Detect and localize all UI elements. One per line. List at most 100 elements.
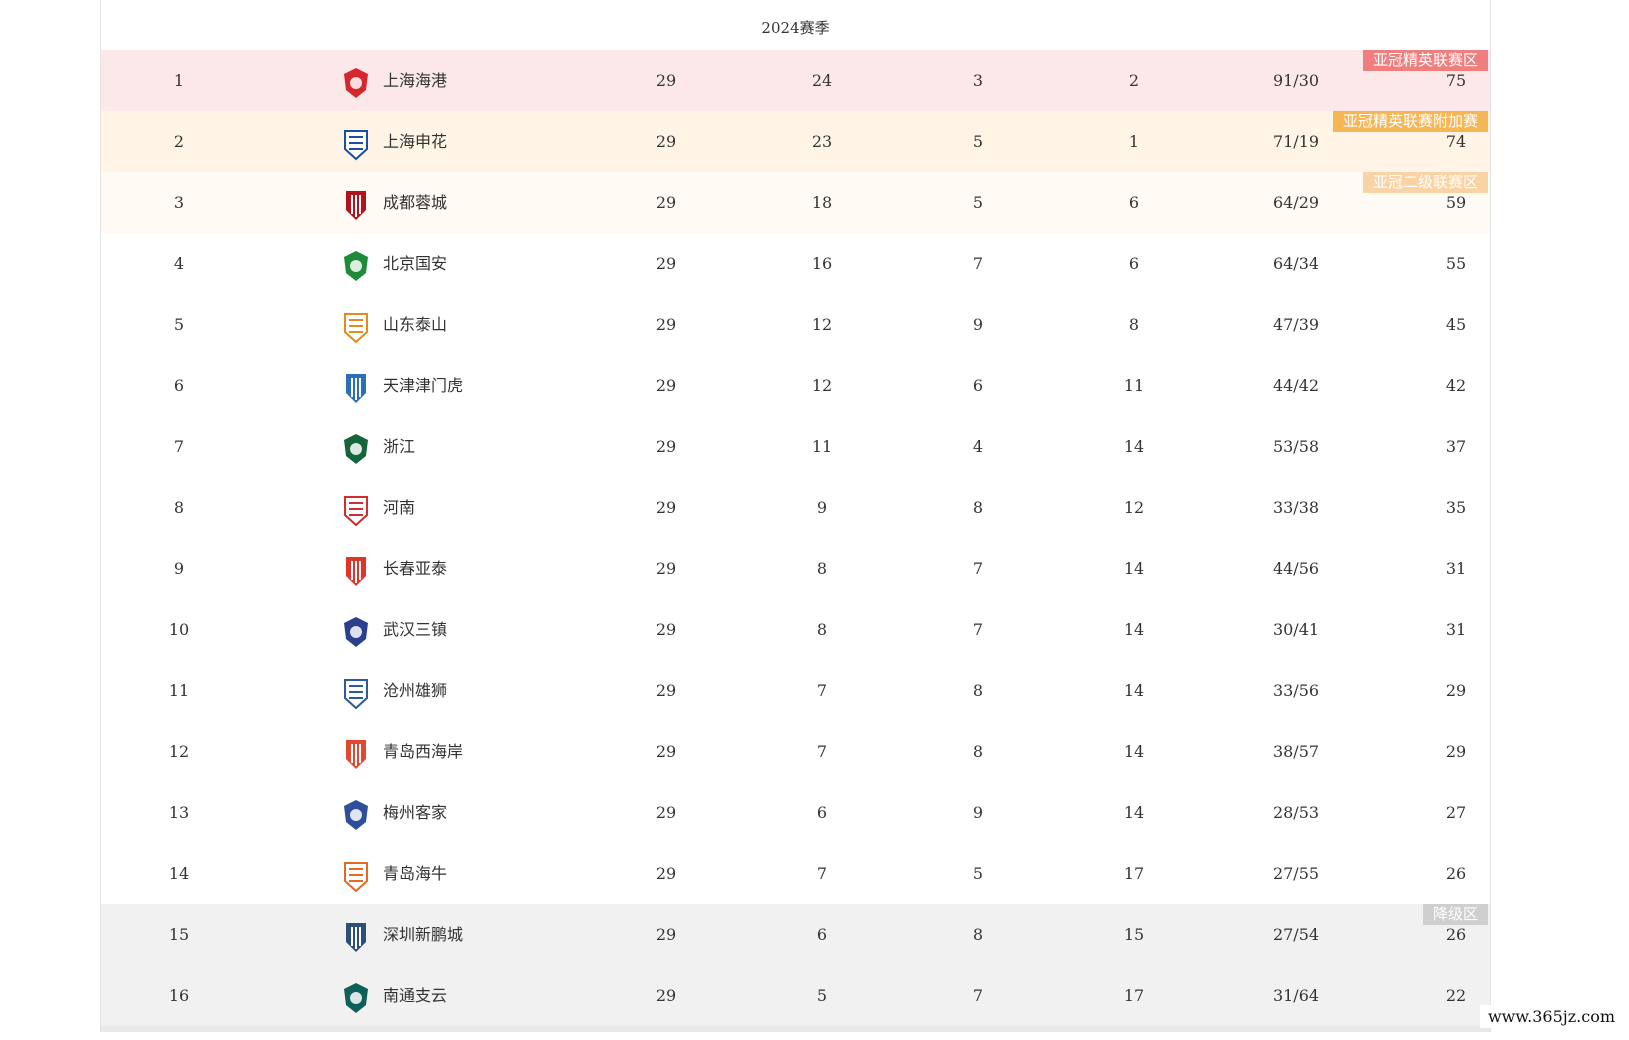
draw-cell: 7 (943, 599, 1013, 660)
points-cell: 42 (1406, 355, 1506, 416)
loss-cell: 14 (1099, 782, 1169, 843)
loss-cell: 12 (1099, 477, 1169, 538)
team-cell[interactable]: 上海海港 (341, 50, 601, 111)
played-cell: 29 (631, 782, 701, 843)
team-cell[interactable]: 青岛海牛 (341, 843, 601, 904)
draw-cell: 8 (943, 660, 1013, 721)
cangzhou-lions-logo (341, 674, 371, 708)
zone-badge: 亚冠精英联赛附加赛 (1333, 111, 1488, 132)
win-cell: 18 (787, 172, 857, 233)
nantong-zhiyun-logo (341, 979, 371, 1013)
rank-cell: 1 (129, 50, 229, 111)
qingdao-west-coast-logo (341, 735, 371, 769)
goals-cell: 31/64 (1246, 965, 1346, 1026)
team-cell[interactable]: 深圳新鹏城 (341, 904, 601, 965)
goals-cell: 38/57 (1246, 721, 1346, 782)
points-cell: 27 (1406, 782, 1506, 843)
win-cell: 7 (787, 721, 857, 782)
points-cell: 29 (1406, 721, 1506, 782)
draw-cell: 8 (943, 904, 1013, 965)
team-name[interactable]: 山东泰山 (383, 294, 447, 355)
team-cell[interactable]: 天津津门虎 (341, 355, 601, 416)
team-name[interactable]: 天津津门虎 (383, 355, 463, 416)
win-cell: 8 (787, 599, 857, 660)
team-cell[interactable]: 梅州客家 (341, 782, 601, 843)
goals-cell: 27/54 (1246, 904, 1346, 965)
goals-cell: 71/19 (1246, 111, 1346, 172)
draw-cell: 8 (943, 721, 1013, 782)
rank-cell: 10 (129, 599, 229, 660)
loss-cell: 6 (1099, 233, 1169, 294)
team-name[interactable]: 梅州客家 (383, 782, 447, 843)
draw-cell: 9 (943, 782, 1013, 843)
team-cell[interactable]: 北京国安 (341, 233, 601, 294)
zhejiang-logo (341, 430, 371, 464)
zone-badge: 降级区 (1423, 904, 1488, 925)
team-cell[interactable]: 河南 (341, 477, 601, 538)
team-name[interactable]: 武汉三镇 (383, 599, 447, 660)
team-name[interactable]: 成都蓉城 (383, 172, 447, 233)
team-cell[interactable]: 长春亚泰 (341, 538, 601, 599)
team-name[interactable]: 南通支云 (383, 965, 447, 1026)
qingdao-hainiu-logo (341, 857, 371, 891)
played-cell: 29 (631, 965, 701, 1026)
draw-cell: 9 (943, 294, 1013, 355)
points-cell: 35 (1406, 477, 1506, 538)
loss-cell: 14 (1099, 721, 1169, 782)
beijing-guoan-logo (341, 247, 371, 281)
goals-cell: 44/56 (1246, 538, 1346, 599)
shenzhen-peng-city-logo (341, 918, 371, 952)
team-name[interactable]: 长春亚泰 (383, 538, 447, 599)
team-name[interactable]: 深圳新鹏城 (383, 904, 463, 965)
zone-badge: 亚冠二级联赛区 (1363, 172, 1488, 193)
goals-cell: 91/30 (1246, 50, 1346, 111)
played-cell: 29 (631, 904, 701, 965)
played-cell: 29 (631, 172, 701, 233)
team-name[interactable]: 青岛海牛 (383, 843, 447, 904)
loss-cell: 17 (1099, 843, 1169, 904)
team-cell[interactable]: 浙江 (341, 416, 601, 477)
team-cell[interactable]: 上海申花 (341, 111, 601, 172)
loss-cell: 14 (1099, 538, 1169, 599)
goals-cell: 53/58 (1246, 416, 1346, 477)
shandong-taishan-logo (341, 308, 371, 342)
rank-cell: 16 (129, 965, 229, 1026)
draw-cell: 7 (943, 233, 1013, 294)
changchun-yatai-logo (341, 552, 371, 586)
team-name[interactable]: 浙江 (383, 416, 415, 477)
tianjin-jinmen-tiger-logo (341, 369, 371, 403)
henan-logo (341, 491, 371, 525)
team-cell[interactable]: 成都蓉城 (341, 172, 601, 233)
team-name[interactable]: 北京国安 (383, 233, 447, 294)
loss-cell: 8 (1099, 294, 1169, 355)
points-cell: 26 (1406, 843, 1506, 904)
played-cell: 29 (631, 477, 701, 538)
team-name[interactable]: 河南 (383, 477, 415, 538)
team-name[interactable]: 上海海港 (383, 50, 447, 111)
win-cell: 11 (787, 416, 857, 477)
shanghai-port-logo (341, 64, 371, 98)
meizhou-hakka-logo (341, 796, 371, 830)
win-cell: 6 (787, 904, 857, 965)
team-name[interactable]: 青岛西海岸 (383, 721, 463, 782)
rank-cell: 6 (129, 355, 229, 416)
team-cell[interactable]: 青岛西海岸 (341, 721, 601, 782)
team-cell[interactable]: 南通支云 (341, 965, 601, 1026)
rank-cell: 7 (129, 416, 229, 477)
win-cell: 8 (787, 538, 857, 599)
team-cell[interactable]: 山东泰山 (341, 294, 601, 355)
rank-cell: 9 (129, 538, 229, 599)
team-name[interactable]: 上海申花 (383, 111, 447, 172)
goals-cell: 28/53 (1246, 782, 1346, 843)
team-cell[interactable]: 沧州雄狮 (341, 660, 601, 721)
team-cell[interactable]: 武汉三镇 (341, 599, 601, 660)
played-cell: 29 (631, 843, 701, 904)
team-name[interactable]: 沧州雄狮 (383, 660, 447, 721)
played-cell: 29 (631, 538, 701, 599)
